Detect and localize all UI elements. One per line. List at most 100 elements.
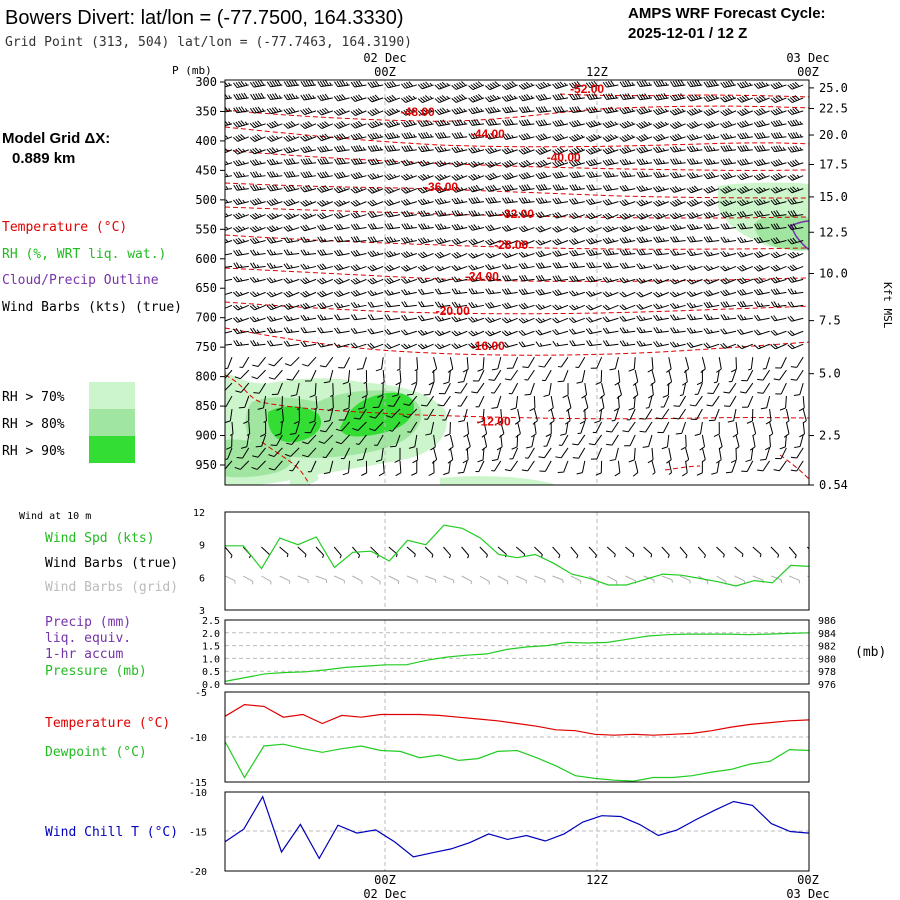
wind-barb bbox=[266, 80, 283, 88]
wind-barb bbox=[552, 238, 569, 246]
wind-barb bbox=[586, 184, 602, 191]
wind-barb bbox=[586, 340, 602, 347]
wind-barb bbox=[787, 315, 804, 322]
wind-barb bbox=[501, 94, 518, 102]
wind-barb bbox=[683, 357, 690, 373]
wind-barb bbox=[497, 575, 509, 585]
wind-barb bbox=[268, 447, 283, 458]
wind-barb bbox=[434, 119, 451, 127]
wind-barb bbox=[338, 356, 351, 369]
wind-barb bbox=[276, 396, 283, 411]
wind-barb bbox=[619, 340, 636, 347]
wind-barb bbox=[628, 357, 636, 372]
wind-barb bbox=[283, 303, 300, 310]
wind-barb bbox=[518, 341, 535, 348]
isotherm-label: -32.00 bbox=[500, 207, 534, 221]
wind-barb bbox=[779, 396, 787, 411]
wind-barb bbox=[752, 546, 762, 558]
wind-barb bbox=[438, 382, 451, 395]
wind-barb bbox=[619, 80, 636, 88]
wind-barb bbox=[309, 408, 317, 424]
wind-barb bbox=[400, 95, 417, 103]
wind-barb bbox=[770, 223, 787, 230]
wind-barb bbox=[468, 252, 485, 259]
wind-barb bbox=[250, 249, 266, 256]
wind-barb bbox=[233, 304, 249, 311]
wind-barb bbox=[686, 223, 703, 231]
wind-barb bbox=[384, 186, 401, 194]
wind-barb bbox=[624, 434, 636, 447]
temperature-label: Temperature (°C) bbox=[45, 716, 170, 731]
wind-barb bbox=[737, 108, 753, 116]
wind-barb bbox=[753, 264, 770, 272]
wind-barb bbox=[739, 382, 754, 394]
wind-barb bbox=[653, 327, 669, 334]
wind-barb bbox=[706, 395, 720, 407]
wind-barb bbox=[283, 290, 300, 298]
wind-barb bbox=[316, 290, 333, 298]
wind-barb bbox=[225, 291, 233, 296]
height-axis-title: Kft MSL bbox=[881, 282, 894, 329]
wind-barb bbox=[653, 314, 669, 321]
wind-barb bbox=[680, 434, 687, 451]
wind-barb bbox=[653, 263, 669, 270]
wind-barb bbox=[569, 261, 585, 269]
wind-barb bbox=[491, 460, 502, 472]
wind-barb bbox=[585, 249, 602, 256]
wind-barb bbox=[300, 199, 317, 207]
wind-barb bbox=[300, 157, 317, 165]
wind-barb bbox=[568, 238, 585, 245]
wind-barb bbox=[594, 408, 603, 424]
wind-barb bbox=[569, 146, 585, 155]
isotherm-label: -52.00 bbox=[570, 82, 604, 96]
wind-barb bbox=[669, 291, 686, 298]
wind-barb bbox=[249, 120, 266, 129]
wind-barb bbox=[300, 249, 317, 256]
wind-barb bbox=[619, 120, 636, 129]
wind-barb bbox=[790, 447, 804, 459]
wind-chill-label: Wind Chill T (°C) bbox=[45, 825, 178, 840]
wind-barb bbox=[707, 382, 720, 395]
top-tick-00z: 00Z bbox=[374, 65, 396, 79]
wind-barb bbox=[381, 370, 385, 385]
wind-barb bbox=[770, 81, 787, 90]
wind-barb bbox=[753, 329, 770, 336]
wind-barb bbox=[609, 357, 619, 371]
wind-barb bbox=[569, 304, 585, 311]
wind-barb bbox=[636, 291, 653, 298]
wind-barb bbox=[350, 145, 367, 152]
wind-barb bbox=[232, 147, 249, 155]
pressure-tick-label: 750 bbox=[195, 340, 217, 354]
wind-barb bbox=[390, 434, 401, 448]
wind-barb bbox=[434, 237, 451, 245]
wind-barb bbox=[434, 210, 451, 217]
wind-barb bbox=[367, 342, 384, 349]
wind-barb bbox=[515, 546, 526, 558]
wind-barb bbox=[485, 196, 501, 204]
wind-barb bbox=[333, 133, 350, 141]
wind-barb bbox=[753, 119, 770, 128]
wind-barb bbox=[628, 396, 636, 411]
wind-barb bbox=[643, 546, 653, 558]
wind-barb bbox=[703, 265, 720, 272]
wind-barb bbox=[510, 396, 519, 411]
wind-barb bbox=[570, 546, 579, 559]
wind-barb bbox=[787, 288, 804, 295]
wind-barb bbox=[434, 186, 451, 194]
wind-barb bbox=[347, 383, 352, 398]
wind-barb bbox=[451, 288, 468, 295]
wind-barb bbox=[501, 81, 518, 90]
wind-barb bbox=[225, 265, 233, 268]
wind-barb bbox=[283, 224, 300, 232]
wind-barb bbox=[622, 421, 636, 433]
wind-barb bbox=[650, 370, 656, 386]
temperature-ticks: -5 -10 -15 bbox=[189, 688, 207, 789]
bottom-tick-00z-next: 00Z bbox=[797, 873, 819, 887]
wind-barb bbox=[535, 262, 552, 269]
wind-barb bbox=[283, 340, 300, 347]
wind-barb bbox=[720, 185, 737, 194]
wind-barb bbox=[384, 301, 401, 308]
wind-barb bbox=[686, 314, 703, 321]
wind-barb bbox=[318, 434, 334, 444]
wind-barb bbox=[716, 546, 725, 558]
